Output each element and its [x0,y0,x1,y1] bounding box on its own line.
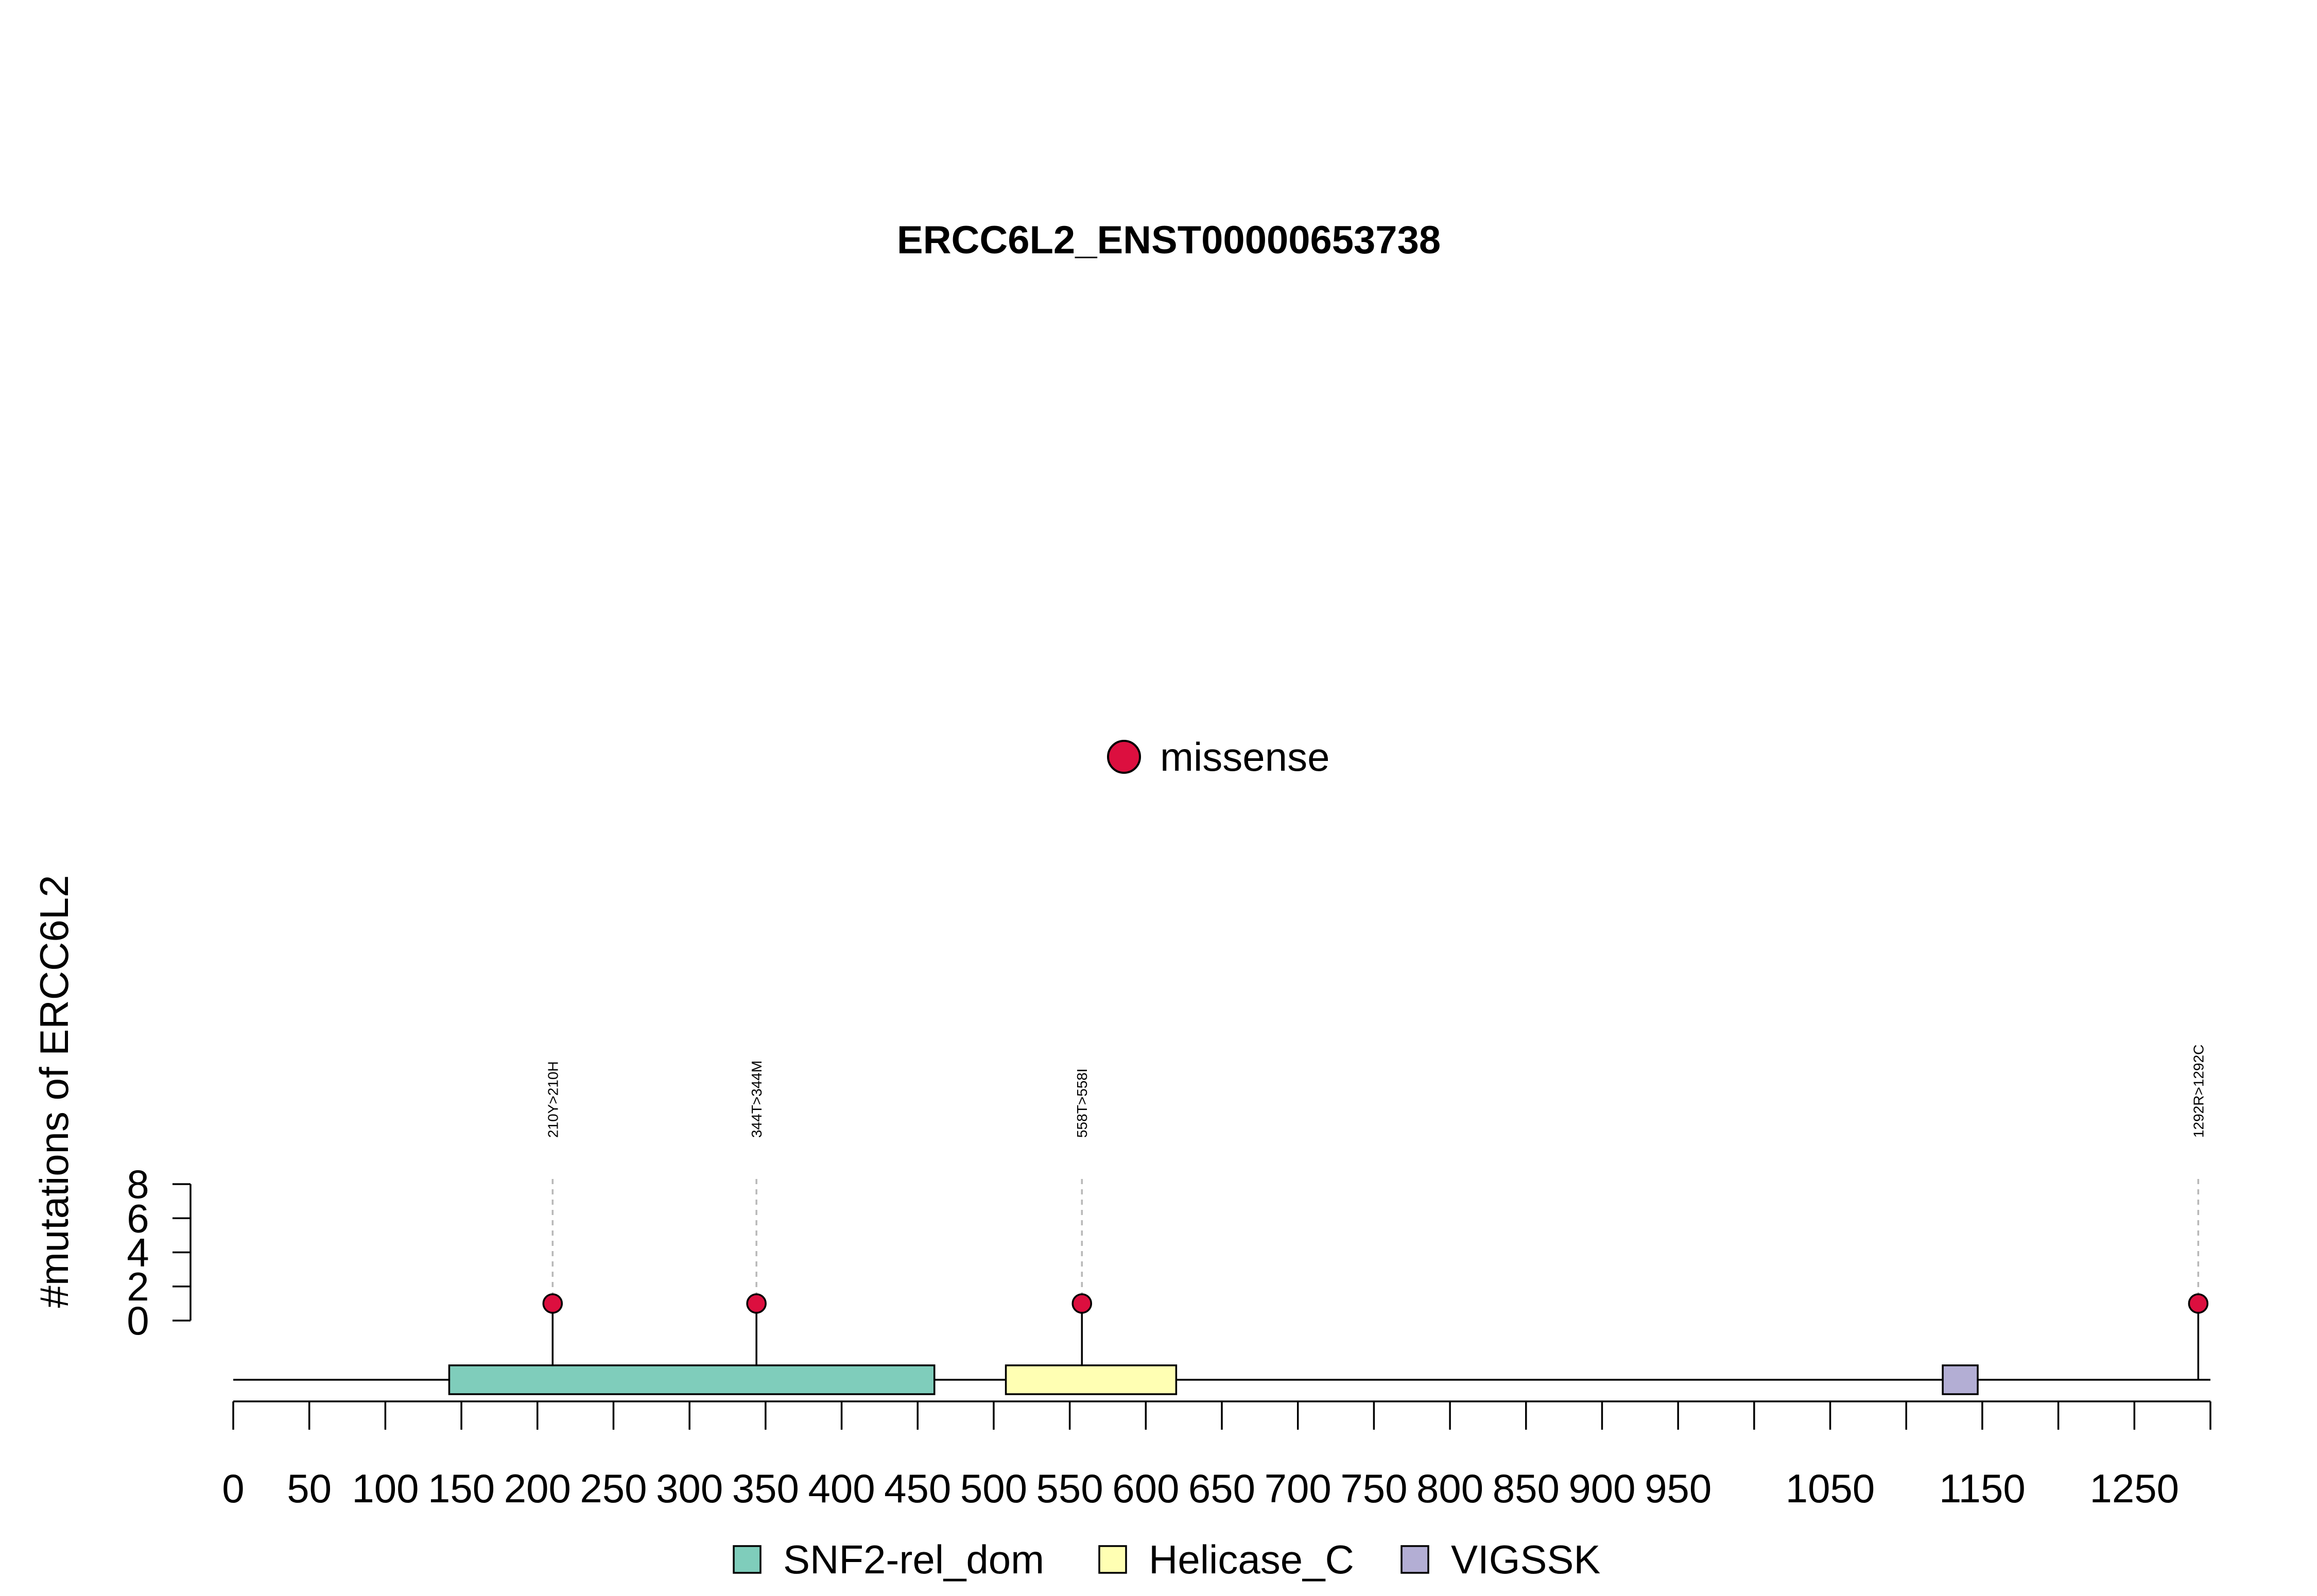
x-tick-label: 750 [1340,1466,1407,1511]
mutation-label: 210Y>210H [545,1061,561,1138]
domain-box [1005,1364,1178,1395]
y-tick-label: 6 [127,1195,149,1241]
lollipop-heads [542,1293,2209,1314]
legend-label: Helicase_C [1149,1537,1354,1582]
legend-label: SNF2-rel_dom [783,1537,1044,1582]
legend-swatch [1400,1545,1429,1574]
x-tick-label: 1150 [1939,1466,2026,1511]
y-axis-label: #mutations of ERCC6L2 [31,875,77,1308]
legend-swatch [733,1545,762,1574]
x-tick-label: 1050 [1786,1466,1875,1511]
x-axis: 0 50 100 150 200 250 300 350 400 450 500 550 600 650 7… [222,1400,2211,1511]
x-tick-label: 350 [732,1466,799,1511]
domain-legend: SNF2-rel_dom Helicase_C VIGSSK [733,1537,1600,1582]
lollipop-head [542,1293,563,1314]
lollipop-head [1071,1293,1092,1314]
chart-title: ERCC6L2_ENST00000653738 [897,218,1441,262]
x-tick-label: 400 [808,1466,875,1511]
x-tick-label: 300 [656,1466,723,1511]
x-tick-label: 50 [287,1466,332,1511]
x-tick-label: 1250 [2090,1466,2180,1511]
x-tick-label: 500 [960,1466,1027,1511]
y-tick-label: 4 [127,1230,149,1275]
x-tick-label: 550 [1036,1466,1103,1511]
x-tick-label: 0 [222,1466,244,1511]
x-tick-label: 250 [580,1466,647,1511]
x-tick-label: 950 [1645,1466,1711,1511]
domain-boxes [448,1364,1979,1395]
mutation-label: 558T>558I [1074,1068,1090,1138]
y-tick-label: 8 [127,1161,149,1207]
domain-box [448,1364,936,1395]
lollipop-stems: 210Y>210H 344T>344M 558T>558I 1292R>1292C [545,1045,2206,1380]
legend-label-missense: missense [1160,734,1329,779]
x-tick-label: 800 [1416,1466,1483,1511]
lollipop-head [2188,1293,2209,1314]
x-tick-label: 100 [352,1466,419,1511]
y-tick-label: 0 [127,1298,149,1343]
mutation-label: 344T>344M [749,1061,765,1138]
x-tick-label: 650 [1188,1466,1255,1511]
mutation-label: 1292R>1292C [2190,1045,2206,1138]
x-tick-label: 150 [428,1466,495,1511]
x-tick-label: 900 [1568,1466,1635,1511]
x-tick-label: 850 [1493,1466,1560,1511]
x-tick-label: 200 [504,1466,571,1511]
x-tick-label: 600 [1112,1466,1179,1511]
legend-marker-missense [1107,740,1141,774]
x-tick-label: 450 [884,1466,951,1511]
lollipop-head [746,1293,767,1314]
y-tick-label: 2 [127,1264,149,1309]
domain-box [1942,1364,1979,1395]
x-tick-label: 700 [1265,1466,1332,1511]
legend-swatch [1098,1545,1127,1574]
legend-label: VIGSSK [1451,1537,1600,1582]
mutation-legend: missense [1107,734,1329,779]
